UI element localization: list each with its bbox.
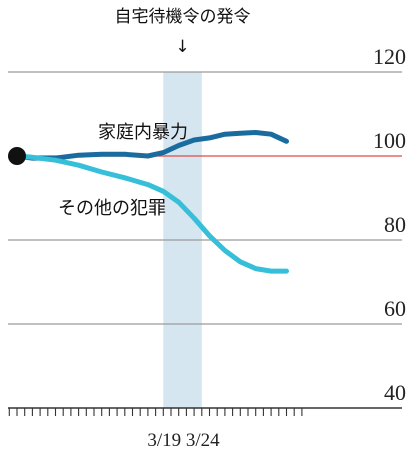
x-tick-label: 3/24	[186, 430, 220, 451]
x-tick-label: 3/19	[147, 430, 181, 451]
highlight-arrow: ↓	[175, 37, 189, 57]
start-point-marker	[8, 147, 26, 165]
series-layer	[8, 130, 289, 274]
series-line-1	[14, 130, 289, 161]
gridlines-layer	[8, 71, 402, 325]
y-tick-label-60: 60	[384, 296, 406, 321]
highlight-annotation: 自宅待機令の発令	[115, 7, 251, 27]
y-tick-label-100: 100	[373, 128, 406, 153]
y-tick-label-80: 80	[384, 212, 406, 237]
y-tick-label-40: 40	[384, 380, 406, 405]
series-label-1: 家庭内暴力	[98, 122, 188, 143]
series-line-2	[14, 153, 289, 274]
series-label-2: その他の犯罪	[58, 198, 166, 219]
y-tick-label-120: 120	[373, 44, 406, 69]
x-axis-layer	[8, 407, 402, 416]
